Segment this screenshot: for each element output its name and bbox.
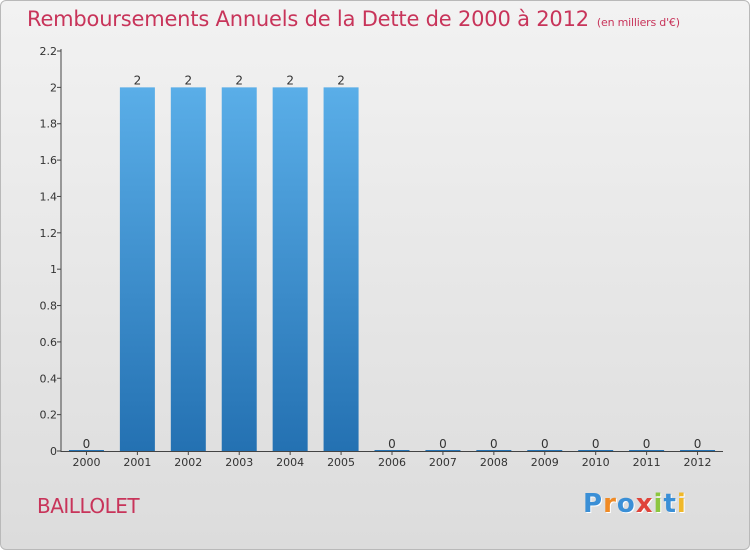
y-tick-label: 0.4	[40, 372, 58, 385]
bar	[272, 87, 308, 451]
bar-value-label: 0	[83, 437, 91, 451]
logo-letter: r	[603, 489, 617, 519]
y-tick-label: 1.2	[40, 227, 58, 240]
y-tick-label: 1	[50, 263, 57, 276]
chart-title: Remboursements Annuels de la Dette de 20…	[27, 7, 680, 31]
bar-value-label: 0	[541, 437, 549, 451]
logo-letter: o	[616, 489, 636, 519]
bar-value-label: 0	[388, 437, 396, 451]
x-tick-label: 2005	[327, 456, 355, 469]
bar-value-label: 2	[184, 73, 192, 87]
x-tick-label: 2007	[429, 456, 457, 469]
bar-chart: 00.20.40.60.811.21.41.61.822.20200022001…	[40, 45, 723, 469]
bar	[119, 87, 155, 451]
logo-letter: i	[676, 489, 687, 519]
bar	[170, 87, 206, 451]
x-tick-label: 2003	[225, 456, 253, 469]
x-tick-label: 2008	[480, 456, 508, 469]
x-tick-label: 2012	[684, 456, 712, 469]
logo-letter: P	[583, 489, 604, 519]
logo-letter: x	[635, 489, 654, 519]
bar-value-label: 0	[490, 437, 498, 451]
bar	[221, 87, 257, 451]
bar-value-label: 2	[134, 73, 142, 87]
chart-subtitle: (en milliers d'€)	[596, 16, 680, 29]
proxiti-logo: Proxiti	[583, 489, 687, 519]
commune-name: BAILLOLET	[37, 494, 140, 518]
x-tick-label: 2000	[72, 456, 100, 469]
bar-value-label: 0	[643, 437, 651, 451]
logo-letter: t	[663, 489, 677, 519]
bar-value-label: 2	[286, 73, 294, 87]
y-tick-label: 2	[50, 81, 57, 94]
logo-letter: i	[653, 489, 664, 519]
x-tick-label: 2009	[531, 456, 559, 469]
y-tick-label: 1.8	[40, 118, 58, 131]
y-tick-label: 0.6	[40, 336, 58, 349]
x-tick-label: 2001	[123, 456, 151, 469]
bar-value-label: 0	[439, 437, 447, 451]
y-tick-label: 0.8	[40, 300, 58, 313]
chart-title-text: Remboursements Annuels de la Dette de 20…	[27, 7, 589, 31]
x-tick-label: 2004	[276, 456, 304, 469]
x-tick-label: 2006	[378, 456, 406, 469]
x-tick-label: 2011	[633, 456, 661, 469]
y-tick-label: 2.2	[40, 45, 58, 58]
bar-value-label: 2	[235, 73, 243, 87]
x-tick-label: 2010	[582, 456, 610, 469]
bar-value-label: 0	[694, 437, 702, 451]
bar	[323, 87, 359, 451]
bar-value-label: 0	[592, 437, 600, 451]
y-tick-label: 0	[50, 445, 57, 458]
x-tick-label: 2002	[174, 456, 202, 469]
y-tick-label: 0.2	[40, 409, 58, 422]
y-tick-label: 1.6	[40, 154, 58, 167]
bar-value-label: 2	[337, 73, 345, 87]
y-tick-label: 1.4	[40, 190, 58, 203]
